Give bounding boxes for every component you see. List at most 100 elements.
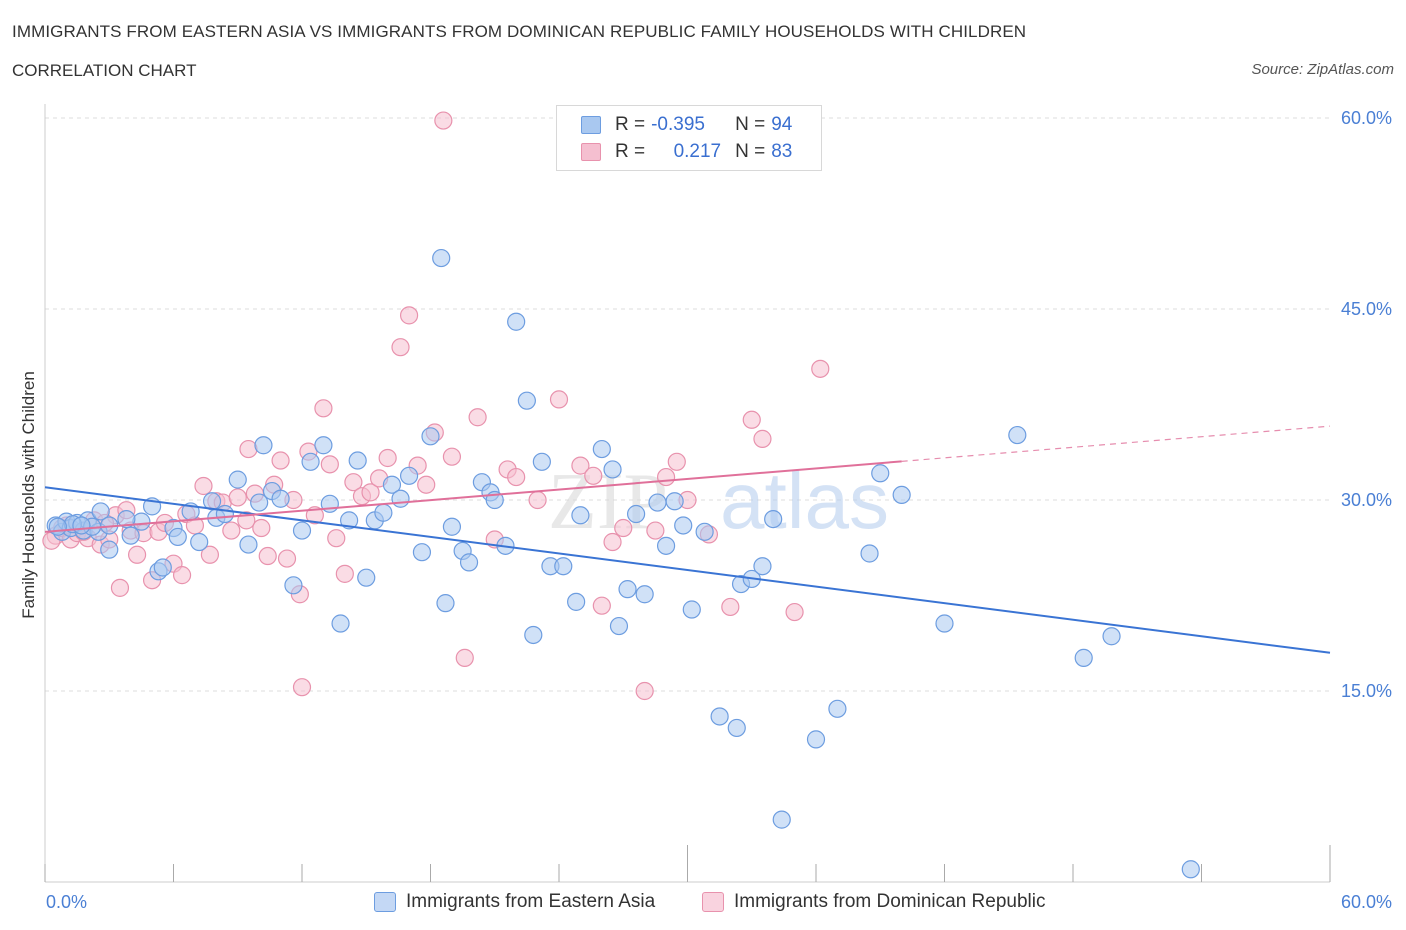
dominican-point bbox=[571, 456, 590, 475]
legend-n-label: N = bbox=[735, 141, 766, 162]
source-credit: Source: ZipAtlas.com bbox=[1251, 61, 1394, 78]
eastern-asia-point bbox=[459, 553, 479, 572]
eastern-asia-point bbox=[168, 527, 187, 547]
legend-row-dominican: R = 0.217 N = 83 bbox=[581, 139, 792, 165]
y-tick-label: 45.0% bbox=[1341, 299, 1392, 319]
dominican-point bbox=[592, 596, 611, 615]
trend-lines bbox=[44, 425, 1331, 654]
dominican-point bbox=[603, 532, 622, 552]
eastern-asia-point bbox=[806, 730, 826, 749]
dominican-point bbox=[127, 545, 147, 564]
eastern-asia-point bbox=[391, 489, 410, 508]
bottom-legend-eastern-asia: Immigrants from Eastern Asia bbox=[374, 889, 655, 915]
legend-r-value: 0.217 bbox=[673, 141, 722, 162]
dominican-point bbox=[277, 549, 297, 568]
tick-labels: 15.0% 30.0% 45.0% 60.0% 0.0% 60.0% bbox=[46, 108, 1392, 912]
dominican-point bbox=[614, 518, 633, 538]
dominican-point bbox=[239, 439, 258, 459]
dominican-point bbox=[442, 447, 462, 466]
watermark-atlas: atlas bbox=[720, 456, 889, 545]
dominican-point bbox=[584, 466, 603, 485]
dominican-point bbox=[344, 473, 363, 492]
dominican-point bbox=[468, 408, 487, 427]
bottom-legend-label: Immigrants from Dominican Republic bbox=[734, 891, 1046, 912]
dominican-point bbox=[228, 488, 247, 507]
y-tick-label: 30.0% bbox=[1341, 490, 1392, 510]
dominican-point bbox=[252, 518, 271, 538]
dominican-point bbox=[320, 455, 339, 474]
eastern-asia-point bbox=[301, 452, 320, 471]
eastern-asia-point bbox=[571, 506, 590, 525]
dominican-point bbox=[549, 390, 569, 409]
series-dominican-points bbox=[42, 111, 830, 701]
eastern-asia-point bbox=[348, 451, 367, 470]
eastern-asia-point bbox=[648, 493, 667, 512]
dominican-trend-extension bbox=[901, 425, 1331, 462]
eastern-asia-point bbox=[727, 718, 746, 738]
eastern-asia-point bbox=[100, 540, 119, 559]
eastern-asia-point bbox=[432, 248, 451, 268]
eastern-asia-point bbox=[254, 436, 273, 455]
bottom-swatch-pink bbox=[702, 892, 724, 912]
eastern-asia-point bbox=[399, 466, 419, 485]
legend-swatch-blue bbox=[581, 116, 601, 134]
y-tick-label: 15.0% bbox=[1341, 681, 1392, 701]
bottom-legend-label: Immigrants from Eastern Asia bbox=[406, 891, 656, 912]
eastern-asia-point bbox=[1102, 627, 1121, 646]
eastern-asia-point bbox=[340, 511, 359, 530]
chart-subtitle: CORRELATION CHART bbox=[12, 61, 197, 80]
eastern-asia-point bbox=[72, 516, 91, 535]
dominican-point bbox=[222, 521, 241, 540]
legend-n-value: 94 bbox=[771, 114, 793, 135]
eastern-asia-point bbox=[357, 568, 376, 587]
dominican-point bbox=[292, 678, 312, 697]
axes bbox=[44, 104, 1331, 883]
eastern-asia-point bbox=[871, 464, 890, 483]
dominican-point bbox=[721, 597, 740, 617]
dominican-point bbox=[455, 648, 474, 667]
eastern-asia-point bbox=[626, 504, 646, 524]
dominican-point bbox=[434, 111, 453, 130]
eastern-asia-trend-line bbox=[44, 486, 1331, 654]
eastern-asia-point bbox=[215, 504, 234, 524]
dominican-point bbox=[110, 578, 130, 597]
eastern-asia-point bbox=[239, 535, 258, 554]
dominican-point bbox=[327, 529, 346, 548]
eastern-asia-point bbox=[331, 614, 350, 633]
eastern-asia-point bbox=[153, 558, 172, 577]
dominican-point bbox=[635, 681, 654, 701]
eastern-asia-point bbox=[91, 502, 110, 521]
dominican-point bbox=[314, 399, 333, 418]
dominican-point bbox=[811, 359, 830, 378]
eastern-asia-point bbox=[442, 517, 462, 536]
eastern-asia-point bbox=[753, 557, 772, 576]
eastern-asia-point bbox=[554, 557, 573, 576]
eastern-asia-point bbox=[695, 522, 714, 541]
eastern-asia-point bbox=[635, 585, 654, 604]
x-tick-label: 0.0% bbox=[46, 892, 87, 912]
eastern-asia-point bbox=[674, 516, 693, 535]
series-eastern-asia-points bbox=[46, 248, 1200, 879]
dominican-point bbox=[194, 476, 213, 496]
legend-row-eastern-asia: R = -0.395 N = 94 bbox=[581, 112, 792, 138]
dominican-point bbox=[271, 451, 290, 470]
eastern-asia-point bbox=[524, 625, 543, 645]
dominican-trend-line bbox=[44, 460, 902, 533]
dominican-point bbox=[391, 338, 410, 357]
eastern-asia-point bbox=[374, 503, 393, 522]
dominican-point bbox=[361, 483, 380, 502]
eastern-asia-point bbox=[532, 452, 551, 471]
eastern-asia-point bbox=[1181, 860, 1200, 879]
dominican-point bbox=[667, 452, 686, 471]
eastern-asia-point bbox=[412, 543, 432, 562]
dominican-point bbox=[399, 306, 419, 325]
legend-n-label: N = bbox=[735, 114, 766, 135]
bottom-legend-dominican: Immigrants from Dominican Republic bbox=[702, 889, 1046, 915]
y-axis-label: Family Households with Children bbox=[19, 371, 38, 619]
eastern-asia-point bbox=[656, 536, 676, 555]
legend-r-value: -0.395 bbox=[651, 114, 705, 135]
eastern-asia-point bbox=[682, 600, 701, 619]
eastern-asia-point bbox=[117, 509, 136, 529]
eastern-asia-point bbox=[228, 470, 247, 489]
dominican-point bbox=[417, 475, 436, 494]
